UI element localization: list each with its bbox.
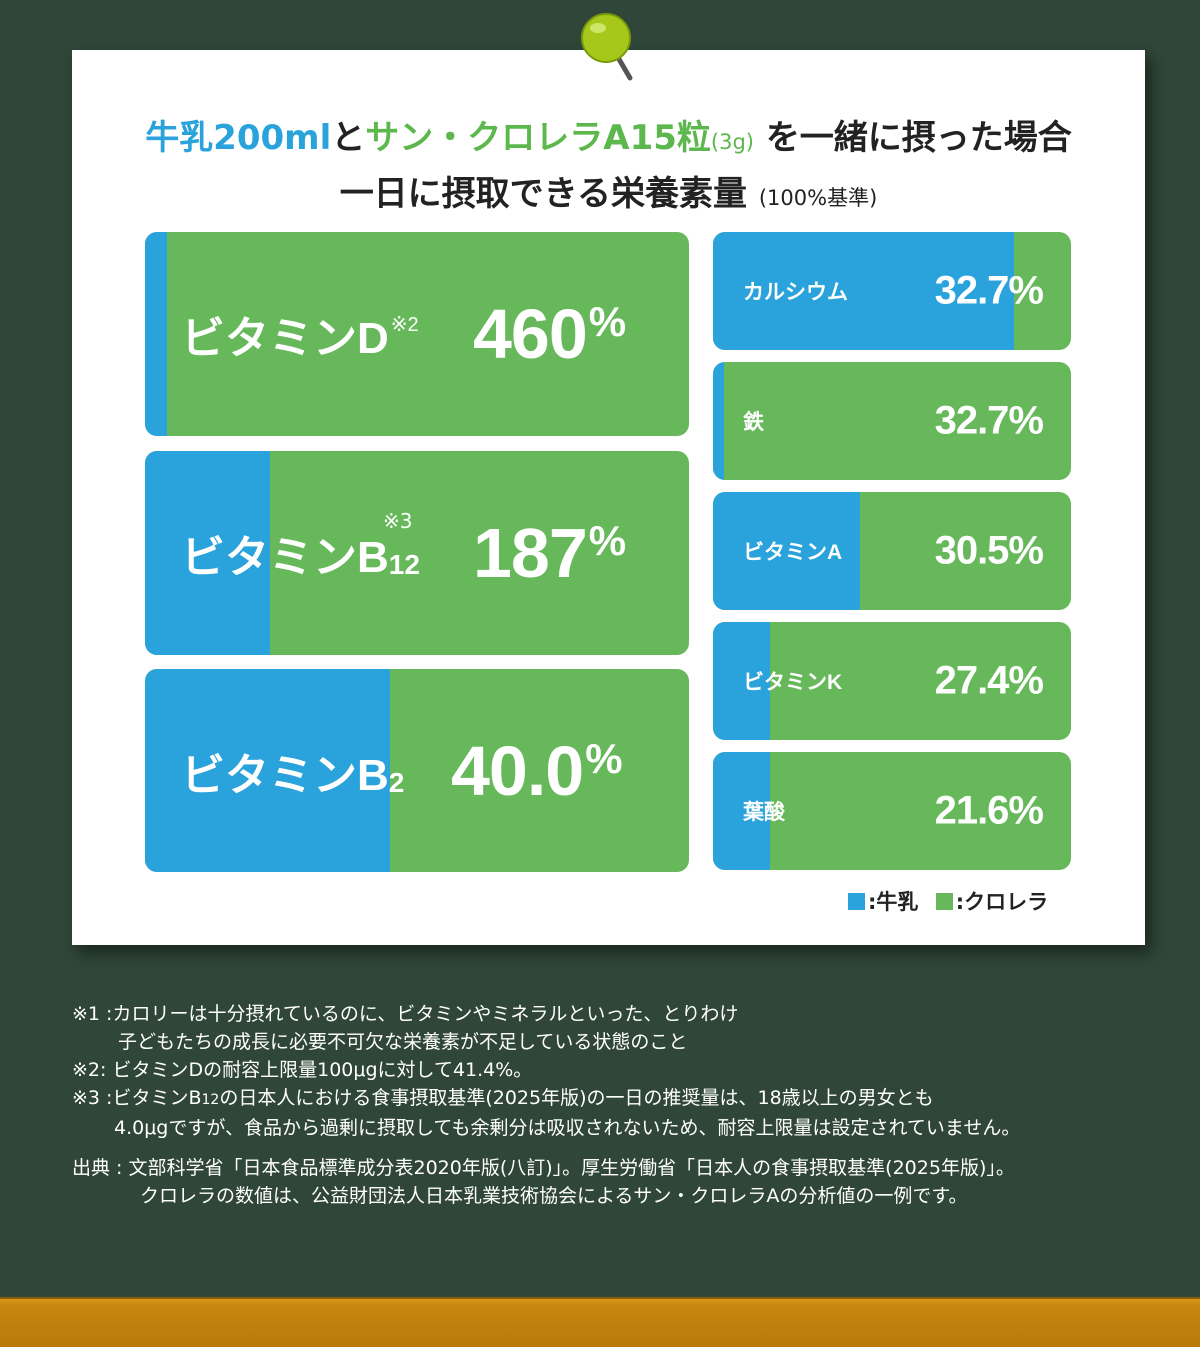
bar-milk-segment bbox=[713, 232, 1014, 350]
bar-milk-segment bbox=[713, 362, 724, 480]
title-to: と bbox=[331, 118, 366, 158]
bar-calcium: カルシウム 32.7% bbox=[713, 232, 1071, 350]
bar-value: 21.6% bbox=[934, 788, 1044, 833]
bar-label: 鉄 bbox=[743, 411, 764, 434]
footnote-3: ※3 :ビタミンB12の日本人における食事摂取基準(2025年版)の一日の推奨量… bbox=[72, 1087, 934, 1109]
bar-label: ビタミンK bbox=[743, 671, 843, 694]
legend-item-chlorella: :クロレラ bbox=[935, 890, 1048, 914]
title-line2: 一日に摂取できる栄養素量 bbox=[339, 174, 748, 214]
bar-milk-segment bbox=[713, 752, 771, 870]
footnotes: ※1 :カロリーは十分摂れているのに、ビタミンやミネラルといった、とりわけ 子ど… bbox=[72, 1000, 1162, 1210]
push-pin-icon bbox=[581, 13, 633, 81]
source-note: 出典 : 文部科学省「日本食品標準成分表2020年版(八訂)」。厚生労働省「日本… bbox=[72, 1157, 1015, 1179]
chart-title-line1: 牛乳200mlとサン・クロレラA15粒(3g) を一緒に摂った場合 bbox=[72, 110, 1145, 159]
footnote-2: ※2: ビタミンDの耐容上限量100μgに対して41.4%。 bbox=[72, 1059, 533, 1081]
footnote-3-cont: 4.0μgですが、食品から過剰に摂取しても余剰分は吸収されないため、耐容上限量は… bbox=[114, 1117, 1021, 1139]
bar-value: 32.7% bbox=[934, 398, 1044, 443]
note-marker: ※3 bbox=[383, 509, 413, 533]
chart-title-line2: 一日に摂取できる栄養素量 (100%基準) bbox=[72, 166, 1145, 215]
bar-milk-segment bbox=[713, 492, 860, 610]
title-rest: を一緒に摂った場合 bbox=[765, 118, 1072, 158]
bar-value: 40.0% bbox=[451, 731, 623, 810]
bar-vitamin-a: ビタミンA 30.5% bbox=[713, 492, 1071, 610]
bar-value: 187% bbox=[473, 514, 626, 592]
bar-value: 460% bbox=[473, 295, 626, 373]
bar-milk-segment bbox=[145, 451, 271, 655]
bar-milk-segment bbox=[713, 622, 771, 740]
bar-milk-segment bbox=[145, 232, 167, 436]
title-basis: (100%基準) bbox=[758, 186, 878, 210]
legend-swatch-chlorella bbox=[935, 893, 953, 910]
footnote-1-cont: 子どもたちの成長に必要不可欠な栄養素が不足している状態のこと bbox=[118, 1031, 688, 1053]
bar-label: ビタミンB12 bbox=[181, 533, 420, 582]
legend-swatch-milk bbox=[848, 893, 865, 910]
title-amount: (3g) bbox=[710, 130, 754, 154]
bar-value: 32.7% bbox=[934, 268, 1044, 313]
bar-iron: 鉄 32.7% bbox=[713, 362, 1071, 480]
footnote-1: ※1 :カロリーは十分摂れているのに、ビタミンやミネラルといった、とりわけ bbox=[72, 1003, 739, 1025]
bar-label: カルシウム bbox=[743, 281, 848, 304]
bar-label: ビタミンD ※2 bbox=[181, 314, 419, 363]
bar-vitamin-k: ビタミンK 27.4% bbox=[713, 622, 1071, 740]
bar-label: ビタミンB2 bbox=[181, 750, 405, 800]
bar-milk-segment bbox=[145, 669, 390, 872]
bar-vitamin-b12: ※3 ビタミンB12 187% bbox=[145, 451, 689, 655]
bar-vitamin-d: ビタミンD ※2 460% bbox=[145, 232, 689, 436]
bar-vitamin-b2: ビタミンB2 40.0% bbox=[145, 669, 689, 872]
chart-legend: :牛乳 :クロレラ bbox=[848, 886, 1058, 916]
bar-label: ビタミンA bbox=[743, 541, 843, 564]
title-chlorella: サン・クロレラA15粒 bbox=[365, 118, 711, 158]
bar-value: 27.4% bbox=[934, 658, 1044, 703]
bar-label: 葉酸 bbox=[743, 801, 785, 824]
legend-item-milk: :牛乳 bbox=[848, 890, 918, 914]
title-milk: 牛乳200ml bbox=[145, 118, 332, 158]
bar-value: 30.5% bbox=[934, 528, 1044, 573]
chalk-ledge bbox=[0, 1297, 1200, 1347]
source-note-cont: クロレラの数値は、公益財団法人日本乳業技術協会によるサン・クロレラAの分析値の一… bbox=[140, 1185, 968, 1207]
bar-folic-acid: 葉酸 21.6% bbox=[713, 752, 1071, 870]
